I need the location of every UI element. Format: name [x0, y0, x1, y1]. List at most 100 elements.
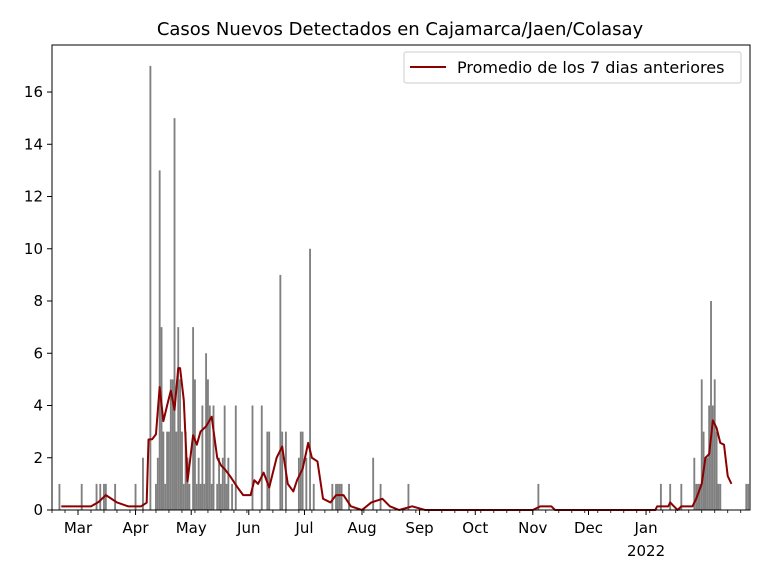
bar-0 [58, 483, 61, 510]
bar-43 [220, 483, 222, 510]
bar-19 [171, 379, 174, 510]
bar-32 [197, 457, 200, 510]
y-tick-label-0: 0 [33, 501, 43, 519]
bar-18 [169, 379, 172, 510]
bar-45 [223, 405, 226, 510]
plot-frame [51, 44, 751, 511]
bar-68 [348, 483, 350, 510]
bar-20 [173, 118, 176, 511]
bar-44 [221, 457, 224, 510]
bar-50 [251, 405, 254, 510]
x-tick-label-4: Jul [294, 519, 313, 537]
bar-21 [175, 431, 178, 510]
bar-33 [199, 483, 202, 510]
bar-31 [195, 483, 198, 510]
x-tick-label-8: Nov [518, 519, 547, 537]
bar-78 [697, 483, 699, 510]
bar-57 [297, 457, 300, 510]
bar-91 [745, 483, 748, 510]
bar-76 [693, 457, 696, 510]
y-tick-label-2: 2 [33, 449, 43, 467]
bar-37 [207, 379, 209, 510]
bar-14 [162, 431, 165, 510]
bar-22 [177, 327, 180, 510]
bar-74 [669, 483, 672, 510]
bar-17 [168, 431, 170, 510]
bar-12 [158, 170, 161, 510]
bar-7 [134, 483, 137, 510]
y-tick-label-6: 6 [33, 344, 43, 362]
y-axis: 0 2 4 6 8 10 12 14 16 [24, 83, 52, 519]
bar-28 [188, 483, 191, 510]
line-layer [61, 367, 733, 511]
y-tick-label-8: 8 [33, 292, 43, 310]
bar-47 [227, 457, 230, 510]
x-tick-sublabel-10: 2022 [627, 542, 665, 560]
bar-67 [340, 483, 343, 510]
bar-65 [336, 483, 339, 510]
y-tick-label-16: 16 [24, 83, 43, 101]
bar-66 [338, 483, 341, 510]
bar-55 [281, 431, 284, 510]
bar-26 [184, 431, 187, 510]
bar-71 [407, 483, 410, 510]
x-tick-label-0: Mar [64, 519, 93, 537]
x-tick-label-9: Dec [574, 519, 603, 537]
bar-24 [181, 431, 183, 510]
bar-34 [201, 405, 204, 510]
bar-64 [335, 483, 337, 510]
bar-53 [268, 431, 271, 510]
x-tick-label-10: Jan [633, 519, 657, 537]
bar-70 [379, 483, 382, 510]
bar-84 [708, 405, 711, 510]
bar-13 [160, 327, 163, 510]
bar-8 [142, 457, 144, 510]
bar-85 [710, 301, 712, 510]
bar-11 [156, 457, 159, 510]
bar-39 [210, 483, 213, 510]
chart-title: Casos Nuevos Detectados en Cajamarca/Jae… [157, 19, 644, 40]
x-tick-label-7: Oct [462, 519, 488, 537]
bar-25 [182, 483, 185, 510]
bar-83 [706, 457, 709, 510]
moving-average-line [61, 367, 733, 511]
bar-3 [99, 483, 102, 510]
y-tick-label-4: 4 [33, 397, 43, 415]
bar-10 [155, 483, 157, 510]
bar-86 [711, 405, 714, 510]
bar-73 [659, 483, 662, 510]
bar-9 [149, 65, 152, 511]
bar-30 [194, 379, 196, 510]
bar-69 [372, 457, 375, 510]
bar-87 [713, 379, 716, 510]
bar-41 [216, 483, 219, 510]
bar-61 [309, 248, 311, 510]
bar-52 [266, 431, 269, 510]
bar-16 [166, 431, 169, 510]
legend: Promedio de los 7 dias anteriores [403, 51, 742, 84]
bar-54 [279, 274, 282, 510]
bar-88 [715, 431, 718, 510]
bar-2 [95, 483, 98, 510]
bar-92 [747, 483, 750, 510]
bar-29 [192, 327, 195, 510]
x-tick-label-1: Apr [123, 519, 150, 537]
bar-51 [260, 405, 263, 510]
bar-46 [225, 483, 228, 510]
bar-36 [205, 353, 208, 510]
legend-label: Promedio de los 7 dias anteriores [457, 58, 724, 77]
bar-1 [80, 483, 83, 510]
x-axis: Mar Apr May Jun Jul Aug Sep Oct Nov Dec Jan 2022 [51, 510, 742, 560]
bar-79 [698, 483, 701, 510]
legend-box [403, 51, 742, 84]
x-tick-label-6: Sep [405, 519, 433, 537]
x-tick-label-5: Aug [347, 519, 376, 537]
y-tick-label-10: 10 [24, 240, 43, 258]
bar-72 [537, 483, 540, 510]
bar-63 [331, 483, 334, 510]
bar-82 [704, 457, 707, 510]
bar-90 [719, 483, 722, 510]
bars [58, 65, 750, 511]
bar-38 [208, 405, 211, 510]
bar-15 [164, 483, 167, 510]
